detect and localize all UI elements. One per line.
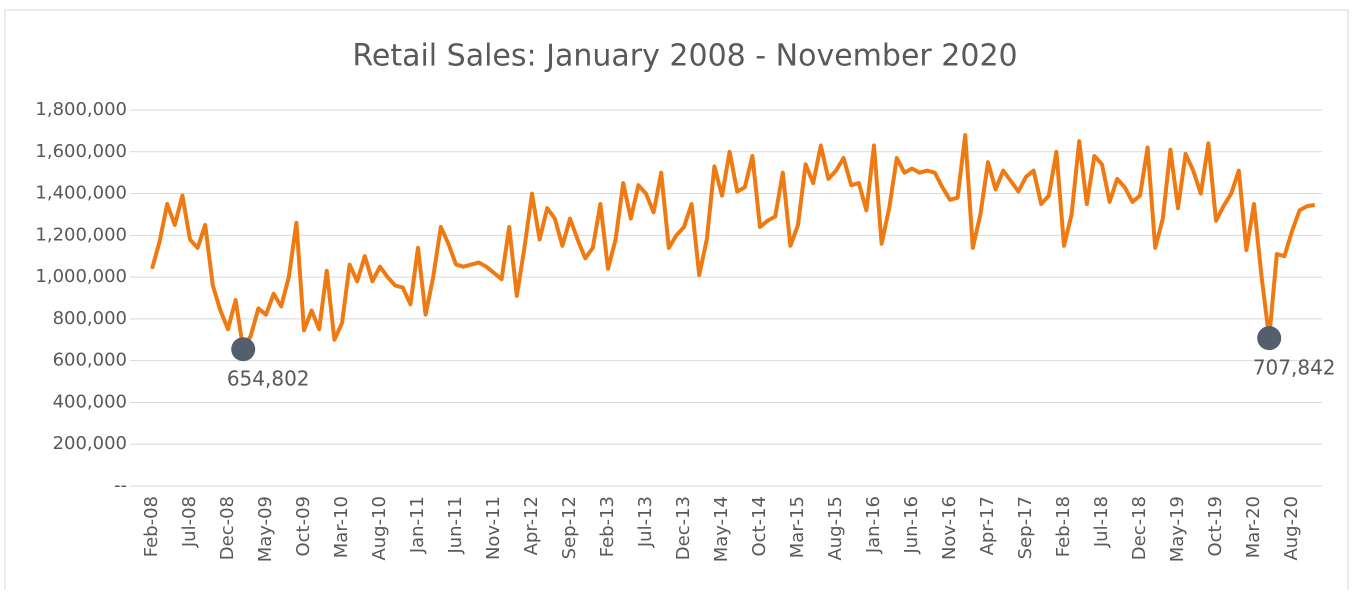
y-tick-label: 1,200,000 (35, 224, 127, 245)
x-tick-label: Aug-15 (825, 496, 846, 561)
x-tick-label: May-09 (255, 496, 276, 562)
x-tick-label: Dec-13 (673, 496, 694, 560)
chart-title: Retail Sales: January 2008 - November 20… (352, 39, 1017, 74)
y-tick-label: 400,000 (53, 391, 127, 412)
annotation-marker (231, 337, 256, 362)
x-tick-label: Mar-20 (1243, 496, 1264, 558)
x-tick-label: Jun-11 (445, 496, 466, 555)
x-tick-label: Jun-16 (901, 496, 922, 555)
y-tick-label: 200,000 (53, 433, 127, 454)
y-tick-label: 800,000 (53, 308, 127, 329)
x-tick-label: May-14 (711, 496, 732, 562)
x-tick-label: Jan-11 (407, 496, 428, 554)
x-tick-label: Jan-16 (863, 496, 884, 554)
x-tick-label: Dec-18 (1129, 496, 1150, 560)
x-tick-label: Mar-10 (331, 496, 352, 558)
x-tick-label: Aug-20 (1281, 496, 1302, 561)
x-tick-label: Jul-08 (179, 496, 200, 548)
x-tick-label: Oct-14 (749, 496, 770, 557)
series-line (150, 133, 1316, 352)
chart-frame (4, 9, 1349, 594)
x-tick-label: Oct-19 (1205, 496, 1226, 557)
annotation-marker (1257, 326, 1282, 351)
y-tick-label: 1,800,000 (35, 99, 127, 120)
y-tick-label: 600,000 (53, 350, 127, 371)
x-tick-label: Jul-13 (635, 496, 656, 548)
x-tick-label: Oct-09 (293, 496, 314, 557)
annotation-label: 654,802 (227, 367, 310, 391)
x-tick-label: Apr-17 (977, 496, 998, 555)
x-tick-label: May-19 (1167, 496, 1188, 562)
x-tick-label: Nov-16 (939, 496, 960, 560)
x-tick-label: Feb-08 (141, 496, 162, 557)
x-tick-label: Jul-18 (1091, 496, 1112, 548)
annotation-label: 707,842 (1253, 356, 1336, 380)
x-tick-label: Sep-12 (559, 496, 580, 559)
y-tick-label: -- (114, 475, 127, 496)
x-tick-label: Mar-15 (787, 496, 808, 558)
y-tick-label: 1,400,000 (35, 183, 127, 204)
x-tick-label: Dec-08 (217, 496, 238, 560)
x-tick-label: Apr-12 (521, 496, 542, 555)
x-tick-label: Feb-18 (1053, 496, 1074, 557)
y-tick-label: 1,600,000 (35, 141, 127, 162)
y-tick-label: 1,000,000 (35, 266, 127, 287)
x-tick-label: Sep-17 (1015, 496, 1036, 559)
x-tick-label: Feb-13 (597, 496, 618, 557)
x-tick-label: Aug-10 (369, 496, 390, 561)
x-tick-label: Nov-11 (483, 496, 504, 560)
